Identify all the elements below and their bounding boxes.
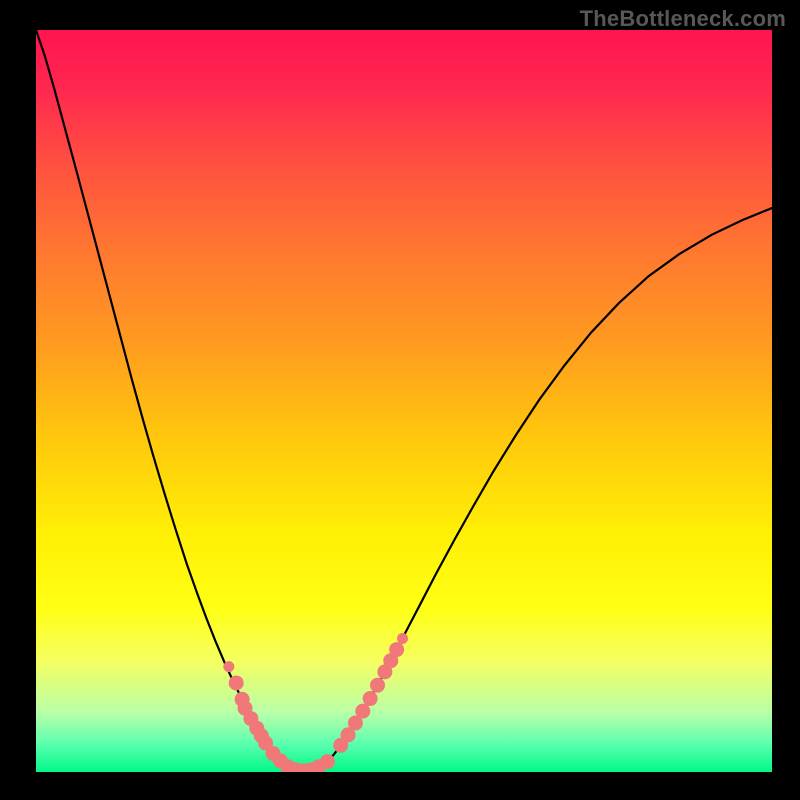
data-marker: [397, 633, 408, 644]
bottleneck-curve-chart: [36, 30, 772, 772]
data-marker: [363, 691, 378, 706]
data-marker: [370, 678, 385, 693]
gradient-background: [36, 30, 772, 772]
data-marker: [229, 675, 244, 690]
data-marker: [355, 704, 370, 719]
watermark-text: TheBottleneck.com: [580, 6, 786, 32]
chart-frame: TheBottleneck.com: [0, 0, 800, 800]
data-marker: [320, 754, 335, 769]
data-marker: [389, 642, 404, 657]
data-marker: [223, 661, 234, 672]
plot-area: [36, 30, 772, 772]
